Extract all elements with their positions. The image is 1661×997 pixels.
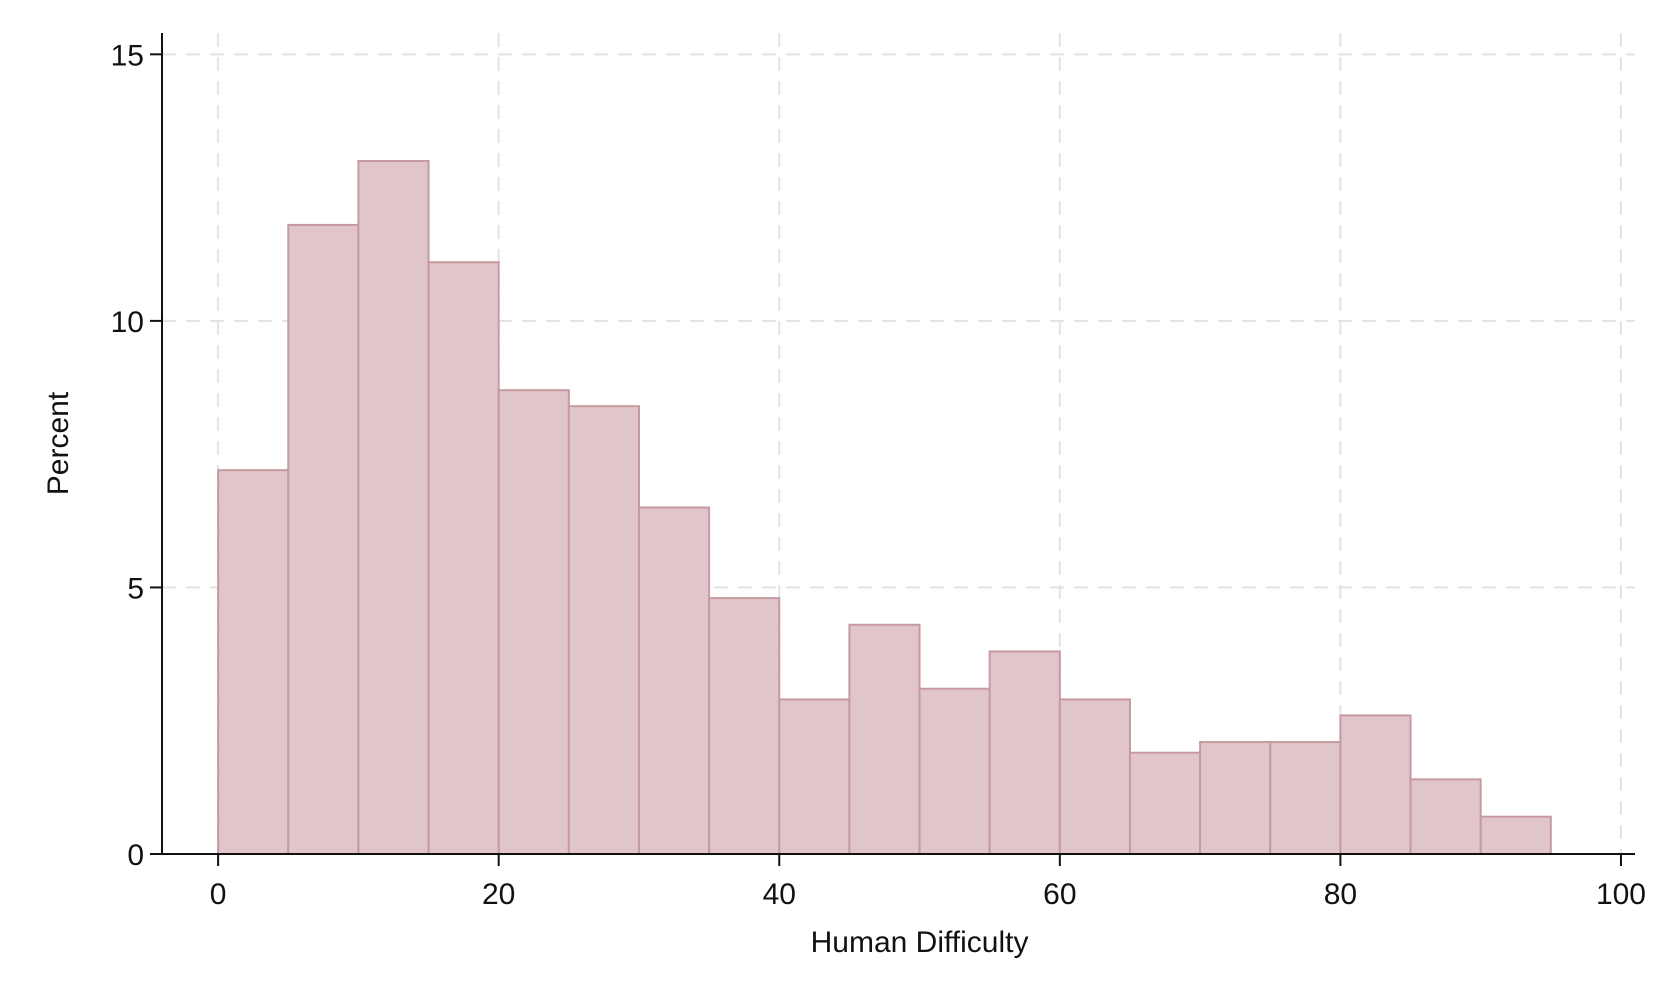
bar-0-5: [217, 469, 290, 855]
bar-65-70: [1128, 751, 1202, 855]
bar-35-40: [708, 597, 781, 855]
bar-20-25: [497, 389, 570, 855]
bar-70-75: [1199, 741, 1272, 856]
x-tick-label-20: 20: [482, 878, 515, 911]
bar-25-30: [567, 405, 640, 855]
bar-85-90: [1409, 778, 1482, 856]
bar-60-65: [1058, 698, 1131, 856]
bar-55-60: [988, 650, 1061, 855]
y-tick-label-10: 10: [111, 306, 144, 339]
bar-80-85: [1339, 714, 1412, 855]
bar-5-10: [287, 223, 360, 856]
x-tick-label-0: 0: [210, 878, 227, 911]
bar-45-50: [848, 623, 921, 856]
x-tick-label-60: 60: [1043, 878, 1076, 911]
y-axis-title: Percent: [42, 391, 75, 495]
bar-50-55: [918, 687, 991, 855]
histogram-bars: [217, 159, 1552, 856]
axes: [161, 33, 1635, 855]
bar-75-80: [1269, 741, 1342, 856]
bar-30-35: [637, 506, 711, 855]
y-tick-label-15: 15: [111, 39, 144, 72]
y-tick-label-5: 5: [127, 572, 144, 605]
x-tick-label-80: 80: [1324, 878, 1357, 911]
bar-15-20: [427, 261, 500, 856]
x-tick-label-100: 100: [1596, 878, 1646, 911]
bar-90-95: [1479, 815, 1552, 856]
bar-40-45: [778, 698, 851, 856]
y-axis-ticks: 0 5 10 15: [111, 39, 162, 872]
bar-10-15: [357, 159, 430, 855]
x-axis-title: Human Difficulty: [811, 926, 1029, 959]
y-tick-label-0: 0: [127, 839, 144, 872]
x-tick-label-40: 40: [763, 878, 796, 911]
x-axis-ticks: 0 20 40 60 80 100: [210, 854, 1646, 911]
